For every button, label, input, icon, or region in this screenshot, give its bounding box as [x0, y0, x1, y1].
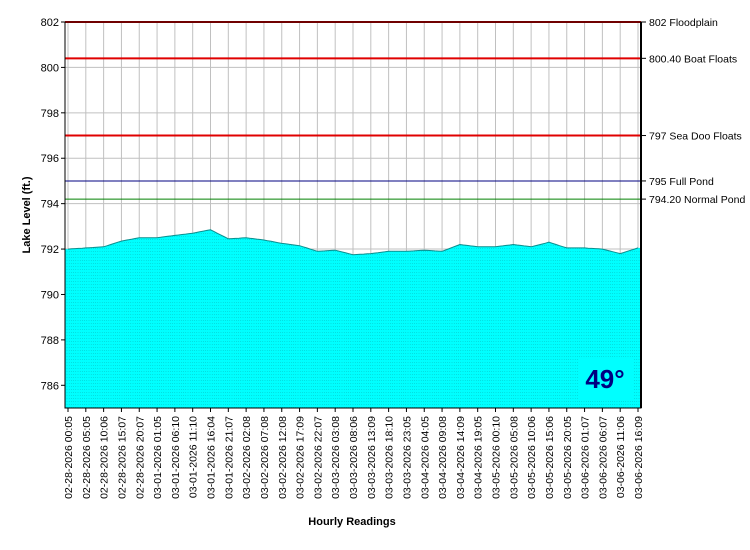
y-tick-label: 786	[41, 380, 59, 392]
x-axis-title: Hourly Readings	[308, 516, 395, 528]
level-line	[67, 229, 639, 256]
x-tick-label: 03-05-2026 15:06	[544, 416, 556, 499]
level-area-fill	[65, 229, 641, 408]
y-tick-label: 792	[41, 244, 59, 256]
x-tick-label: 03-02-2026 17:09	[295, 416, 307, 499]
reference-label: 800.40 Boat Floats	[649, 53, 737, 65]
y-tick-label: 788	[41, 335, 59, 347]
y-tick-label: 802	[41, 17, 59, 29]
x-tick-label: 03-01-2026 06:10	[170, 416, 182, 499]
x-tick-label: 03-06-2026 16:09	[633, 416, 645, 499]
y-tick-label: 798	[41, 108, 59, 120]
reference-label: 795 Full Pond	[649, 176, 714, 188]
x-tick-label: 03-01-2026 11:10	[188, 416, 200, 498]
x-tick-label: 03-03-2026 08:06	[348, 416, 360, 499]
x-tick-label: 03-03-2026 03:08	[330, 416, 342, 499]
x-tick-label: 03-02-2026 12:08	[277, 416, 289, 499]
x-tick-label: 03-05-2026 10:06	[526, 416, 538, 499]
x-tick-label: 03-02-2026 22:07	[312, 416, 324, 499]
x-tick-label: 03-04-2026 09:08	[437, 416, 449, 499]
x-axis: 02-28-2026 00:05 02-28-2026 05:05 02-28-20…	[63, 408, 645, 499]
y-tick-label: 800	[41, 62, 59, 74]
x-tick-label: 03-02-2026 07:08	[259, 416, 271, 499]
x-tick-label: 03-01-2026 21:07	[223, 416, 235, 499]
x-tick-label: 03-06-2026 11:06	[615, 416, 627, 498]
y-axis: 786 788 790 792 794 796 798 800 802	[41, 17, 65, 392]
reference-lines: 802 Floodplain 800.40 Boat Floats 797 Sea …	[65, 17, 745, 206]
x-tick-label: 03-04-2026 19:05	[473, 416, 485, 499]
x-tick-label: 02-28-2026 00:05	[63, 416, 75, 499]
x-tick-label: 03-03-2026 23:05	[401, 416, 413, 499]
x-tick-label: 03-05-2026 00:10	[491, 416, 503, 499]
x-tick-label: 02-28-2026 15:07	[116, 416, 128, 499]
x-tick-label: 03-06-2026 01:07	[580, 416, 592, 499]
x-tick-label: 02-28-2026 05:05	[81, 416, 93, 499]
x-tick-label: 02-28-2026 10:06	[99, 416, 111, 499]
x-tick-label: 03-02-2026 02:08	[241, 416, 253, 499]
x-tick-label: 03-03-2026 13:09	[366, 416, 378, 499]
x-tick-label: 03-05-2026 05:08	[508, 416, 520, 499]
temperature-badge-value: 49°	[585, 364, 624, 394]
temperature-badge: 49°	[578, 357, 633, 399]
y-tick-label: 794	[41, 199, 59, 211]
temperature-badge-background	[578, 357, 633, 399]
reference-label: 794.20 Normal Pond	[649, 194, 745, 206]
y-tick-label: 790	[41, 289, 59, 301]
x-tick-label: 03-01-2026 01:05	[152, 416, 164, 499]
x-tick-label: 03-01-2026 16:04	[206, 416, 218, 499]
level-area	[65, 229, 641, 408]
x-tick-label: 03-04-2026 14:09	[455, 416, 467, 499]
x-tick-label: 03-06-2026 06:07	[597, 416, 609, 499]
x-tick-label: 03-04-2026 04:05	[419, 416, 431, 499]
y-axis-title: Lake Level (ft.)	[21, 176, 33, 253]
x-tick-label: 03-03-2026 18:10	[384, 416, 396, 499]
reference-label: 797 Sea Doo Floats	[649, 131, 742, 143]
reference-label: 802 Floodplain	[649, 17, 718, 29]
x-tick-label: 02-28-2026 20:07	[134, 416, 146, 499]
x-tick-label: 03-05-2026 20:05	[562, 416, 574, 499]
y-tick-label: 796	[41, 153, 59, 165]
